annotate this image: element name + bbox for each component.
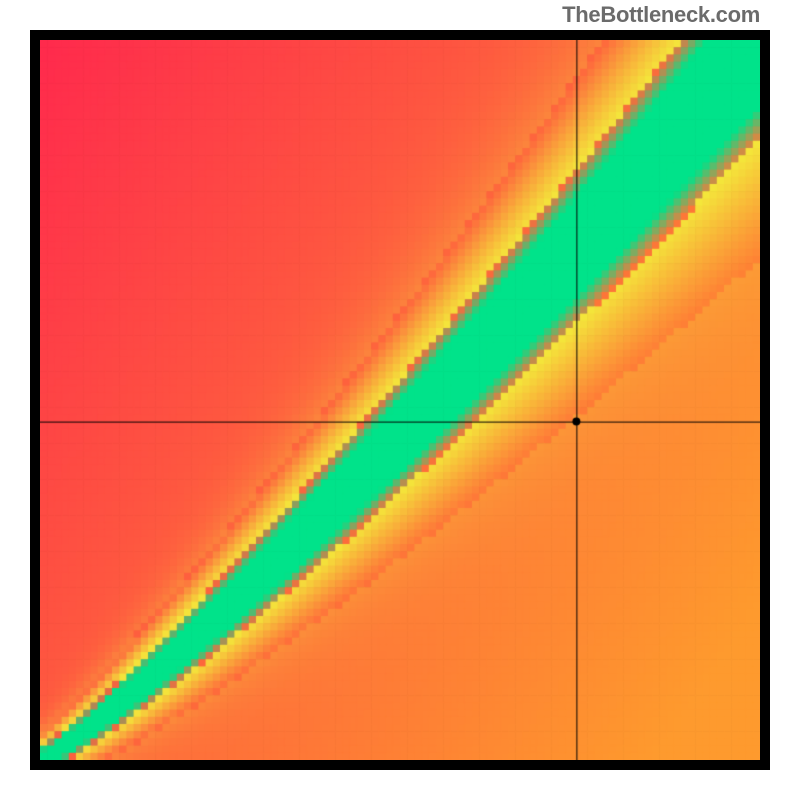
plot-area [40,40,760,760]
heatmap-canvas [40,40,760,760]
watermark-text: TheBottleneck.com [562,2,760,28]
plot-frame [30,30,770,770]
chart-container: TheBottleneck.com [0,0,800,800]
